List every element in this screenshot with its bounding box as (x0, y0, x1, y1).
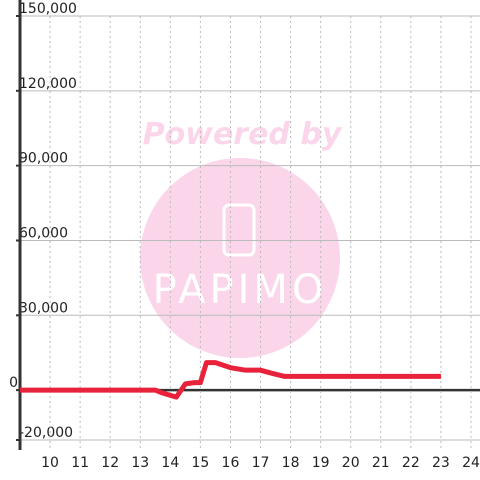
x-tick-label: 17 (252, 455, 270, 471)
watermark-logo: PAPIMO (153, 267, 328, 313)
grid: -20,000 0 30,000 60,000 90,000 120,000 150,000… (9, 0, 480, 471)
y-tick-label: -20,000 (19, 425, 73, 441)
watermark-text: Powered by (143, 117, 343, 152)
plot (20, 360, 441, 400)
y-tick-label: 90,000 (19, 151, 68, 167)
x-tick-label: 18 (282, 455, 300, 471)
x-tick-label: 15 (191, 455, 209, 471)
watermark-phone (222, 203, 256, 257)
y-tick-label: 150,000 (19, 1, 77, 17)
x-tick-label: 22 (402, 455, 420, 471)
y-tick-label: 120,000 (19, 76, 77, 92)
watermark-circle (140, 158, 340, 358)
x-tick-label: 20 (342, 455, 360, 471)
watermark: Powered by PAPIMO (140, 117, 343, 358)
y-tick-label: 60,000 (19, 225, 68, 241)
x-tick-label: 16 (222, 455, 240, 471)
x-tick-label: 24 (462, 455, 480, 471)
x-tick-label: 10 (41, 455, 59, 471)
x-tick-label: 12 (101, 455, 119, 471)
x-tick-label: 13 (131, 455, 149, 471)
y-tick-label: 0 (9, 375, 18, 391)
line (20, 360, 441, 400)
x-tick-label: 19 (312, 455, 330, 471)
x-tick-label: 23 (432, 455, 450, 471)
x-tick-label: 11 (71, 455, 89, 471)
y-tick-label: 30,000 (19, 300, 68, 316)
x-tick-label: 21 (372, 455, 390, 471)
x-tick-label: 14 (161, 455, 179, 471)
